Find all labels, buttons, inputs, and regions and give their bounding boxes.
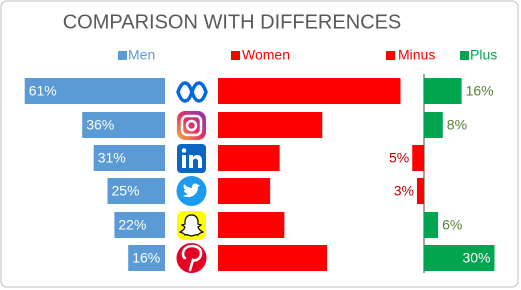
bar [218, 112, 323, 138]
icons [176, 81, 208, 273]
bar [424, 112, 443, 138]
bar [218, 145, 280, 171]
linkedin-icon-dot [181, 148, 187, 153]
data-label: 6% [442, 217, 462, 233]
legend-label: Women [242, 47, 290, 63]
pinterest-icon-p [181, 244, 203, 272]
bar [107, 178, 165, 204]
data-label: 36% [86, 117, 114, 133]
bar [416, 178, 424, 204]
bar [218, 245, 328, 271]
instagram-icon-lens [185, 119, 198, 132]
bar [128, 245, 165, 271]
data-label: 31% [98, 150, 126, 166]
bar [424, 245, 495, 271]
bar [93, 145, 165, 171]
data-label: 16% [466, 83, 494, 99]
meta-icon [176, 81, 208, 103]
bar [114, 212, 165, 238]
data-label: 61% [29, 83, 57, 99]
bar [218, 78, 401, 104]
data-label: 16% [132, 250, 160, 266]
bar [424, 78, 462, 104]
bar [424, 212, 439, 238]
bar [218, 212, 285, 238]
legend-label: Plus [470, 47, 497, 63]
data-label: 3% [394, 183, 414, 199]
bar [412, 145, 424, 171]
legend-swatch [118, 51, 127, 60]
data-label: 8% [447, 117, 467, 133]
snapchat-icon-ghost [178, 214, 205, 237]
chart-title: COMPARISON WITH DIFFERENCES [63, 11, 402, 33]
legend-swatch [231, 51, 240, 60]
legend-label: Minus [398, 47, 435, 63]
data-label: 22% [118, 217, 146, 233]
data-label: 25% [112, 183, 140, 199]
legend-swatch [460, 51, 469, 60]
data-label: 30% [462, 250, 490, 266]
bar [82, 112, 165, 138]
bar [24, 78, 166, 104]
data-label: 5% [389, 150, 409, 166]
instagram-icon-frame [180, 114, 203, 137]
legend-swatch [386, 51, 395, 60]
linkedin-icon-i [182, 155, 186, 168]
twitter-icon-bird [183, 183, 200, 198]
instagram-icon [177, 111, 206, 140]
legend-label: Men [128, 47, 155, 63]
linkedin-icon-n [189, 155, 202, 168]
bar [218, 178, 271, 204]
